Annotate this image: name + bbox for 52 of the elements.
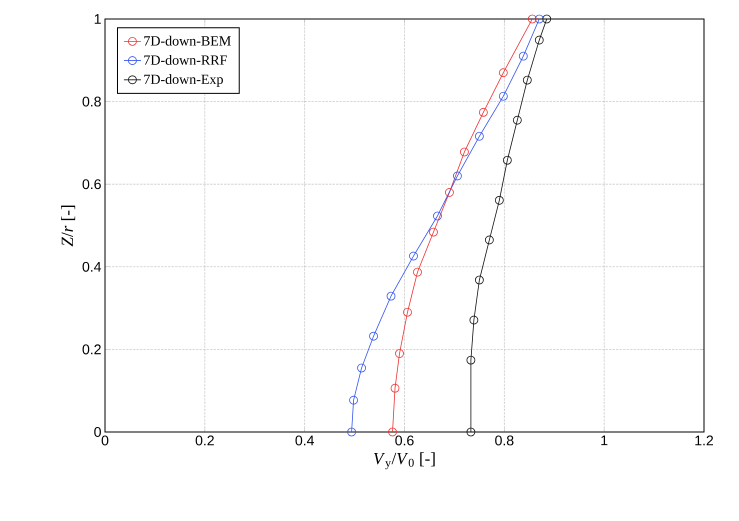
point <box>466 356 476 365</box>
point <box>469 316 478 324</box>
x-tick-label: 1.2 <box>695 436 714 446</box>
legend-label: 7D-down-RRF <box>144 54 227 65</box>
x-tick-label: 0 <box>102 436 108 446</box>
x-tick-label: 0.8 <box>495 436 514 446</box>
y-tick-label: 0.2 <box>82 344 101 354</box>
point <box>369 332 378 341</box>
point <box>518 52 528 61</box>
x-axis-title: V$_{y}$/V$_{0}$ [-] <box>374 452 435 470</box>
point <box>528 14 537 24</box>
point <box>484 236 494 244</box>
point <box>512 116 522 125</box>
legend-label: 7D-down-Exp <box>144 74 223 87</box>
x-tick-label: 1 <box>601 436 608 446</box>
point <box>429 228 438 236</box>
point <box>386 292 396 301</box>
point <box>542 14 552 24</box>
point <box>498 68 508 78</box>
point <box>395 349 404 358</box>
point <box>445 188 454 197</box>
point <box>433 212 442 220</box>
point <box>453 172 462 180</box>
y-tick-label: 0.6 <box>82 179 101 190</box>
point <box>390 384 400 393</box>
point <box>388 428 397 436</box>
x-tick-label: 0.6 <box>395 436 414 446</box>
point <box>349 396 358 405</box>
point <box>466 428 476 436</box>
y-tick-label: 0 <box>94 427 101 437</box>
point <box>478 108 488 117</box>
point <box>474 276 484 284</box>
y-axis-title: Z/r [-] <box>61 206 76 246</box>
point <box>522 76 532 85</box>
point <box>494 196 504 205</box>
x-tick-label: 0.2 <box>196 436 214 446</box>
point <box>413 268 422 277</box>
point <box>403 308 412 317</box>
point <box>474 132 484 141</box>
point <box>498 92 508 101</box>
point <box>347 428 356 436</box>
point <box>502 156 512 165</box>
point <box>534 36 544 44</box>
y-tick-label: 0.4 <box>82 262 102 272</box>
point <box>409 252 418 260</box>
point <box>534 14 544 24</box>
point <box>460 148 469 156</box>
x-tick-label: 0.4 <box>295 436 314 446</box>
y-tick-label: 0.8 <box>82 96 101 107</box>
point <box>357 364 366 372</box>
legend-label: 7D-down-BEM <box>144 36 231 46</box>
y-tick-label: 1 <box>94 14 101 24</box>
